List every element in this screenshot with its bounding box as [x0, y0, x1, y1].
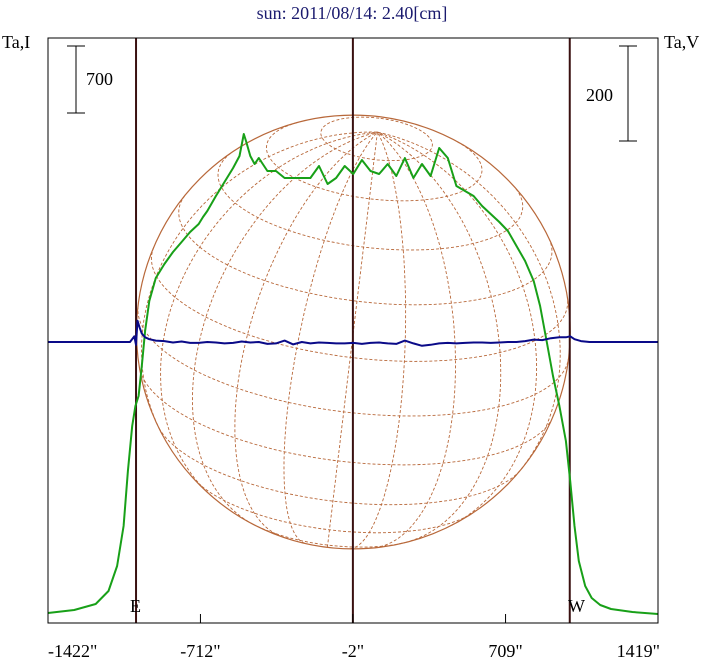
x-axis-ticks: -1422" -712" -2" 709" 1419" — [47, 614, 660, 661]
latitude-line — [150, 247, 569, 362]
meridian-line — [192, 131, 378, 525]
east-limb-label: E — [130, 596, 141, 616]
latitude-line — [158, 427, 520, 506]
left-scale-bar: 700 — [67, 45, 113, 114]
latitude-line — [194, 479, 473, 534]
meridian-line — [141, 131, 378, 435]
limb-lines — [135, 38, 571, 623]
x-tick-label: 1419" — [617, 641, 660, 661]
latitude-line — [265, 122, 483, 202]
series-ta-i-line — [47, 133, 659, 615]
latitude-line — [137, 305, 570, 417]
chart-title: sun: 2011/08/14: 2.40[cm] — [257, 3, 448, 23]
meridian-line — [160, 131, 378, 497]
meridian-line — [234, 131, 378, 537]
meridian-line — [283, 131, 378, 544]
series-layer — [47, 133, 659, 615]
x-tick-label: -712" — [180, 641, 220, 661]
latitude-line — [178, 195, 553, 306]
meridian-line — [326, 132, 378, 548]
series-ta-v-line — [48, 319, 658, 347]
right-scale-bar-label: 200 — [586, 85, 613, 105]
latitude-line — [320, 116, 433, 162]
west-limb-label: W — [568, 596, 585, 616]
latitude-line — [252, 523, 406, 548]
meridian-line — [375, 131, 456, 549]
left-scale-bar-label: 700 — [86, 69, 113, 89]
meridian-line — [377, 131, 561, 477]
left-axis-label: Ta,I — [2, 32, 30, 52]
right-scale-bar: 200 — [586, 45, 637, 142]
x-tick-label: 709" — [488, 641, 522, 661]
x-tick-label: -1422" — [48, 641, 97, 661]
latitude-line — [217, 152, 524, 251]
meridian-line — [350, 131, 407, 550]
x-tick-label: -2" — [342, 641, 364, 661]
latitude-line — [139, 370, 552, 466]
right-axis-label: Ta,V — [664, 32, 699, 52]
meridian-line — [377, 131, 538, 526]
